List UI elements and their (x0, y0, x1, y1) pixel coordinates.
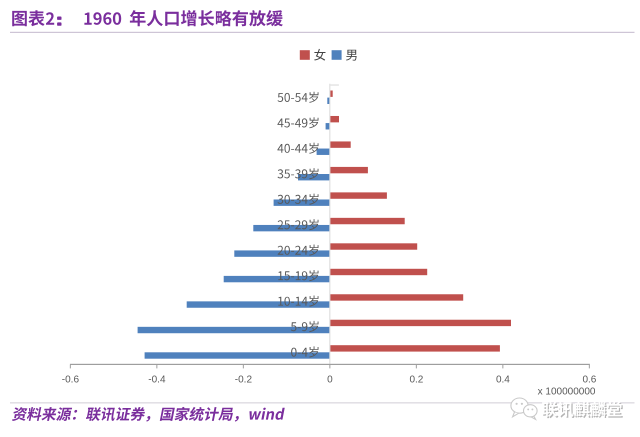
svg-text:x 100000000: x 100000000 (538, 386, 596, 397)
svg-text:0.4: 0.4 (496, 374, 510, 385)
svg-text:-0.2: -0.2 (235, 374, 253, 385)
svg-text:0.6: 0.6 (582, 374, 596, 385)
svg-text:0.2: 0.2 (409, 374, 423, 385)
svg-text:0: 0 (327, 374, 333, 385)
svg-text:-0.4: -0.4 (148, 374, 166, 385)
svg-text:-0.6: -0.6 (62, 374, 80, 385)
